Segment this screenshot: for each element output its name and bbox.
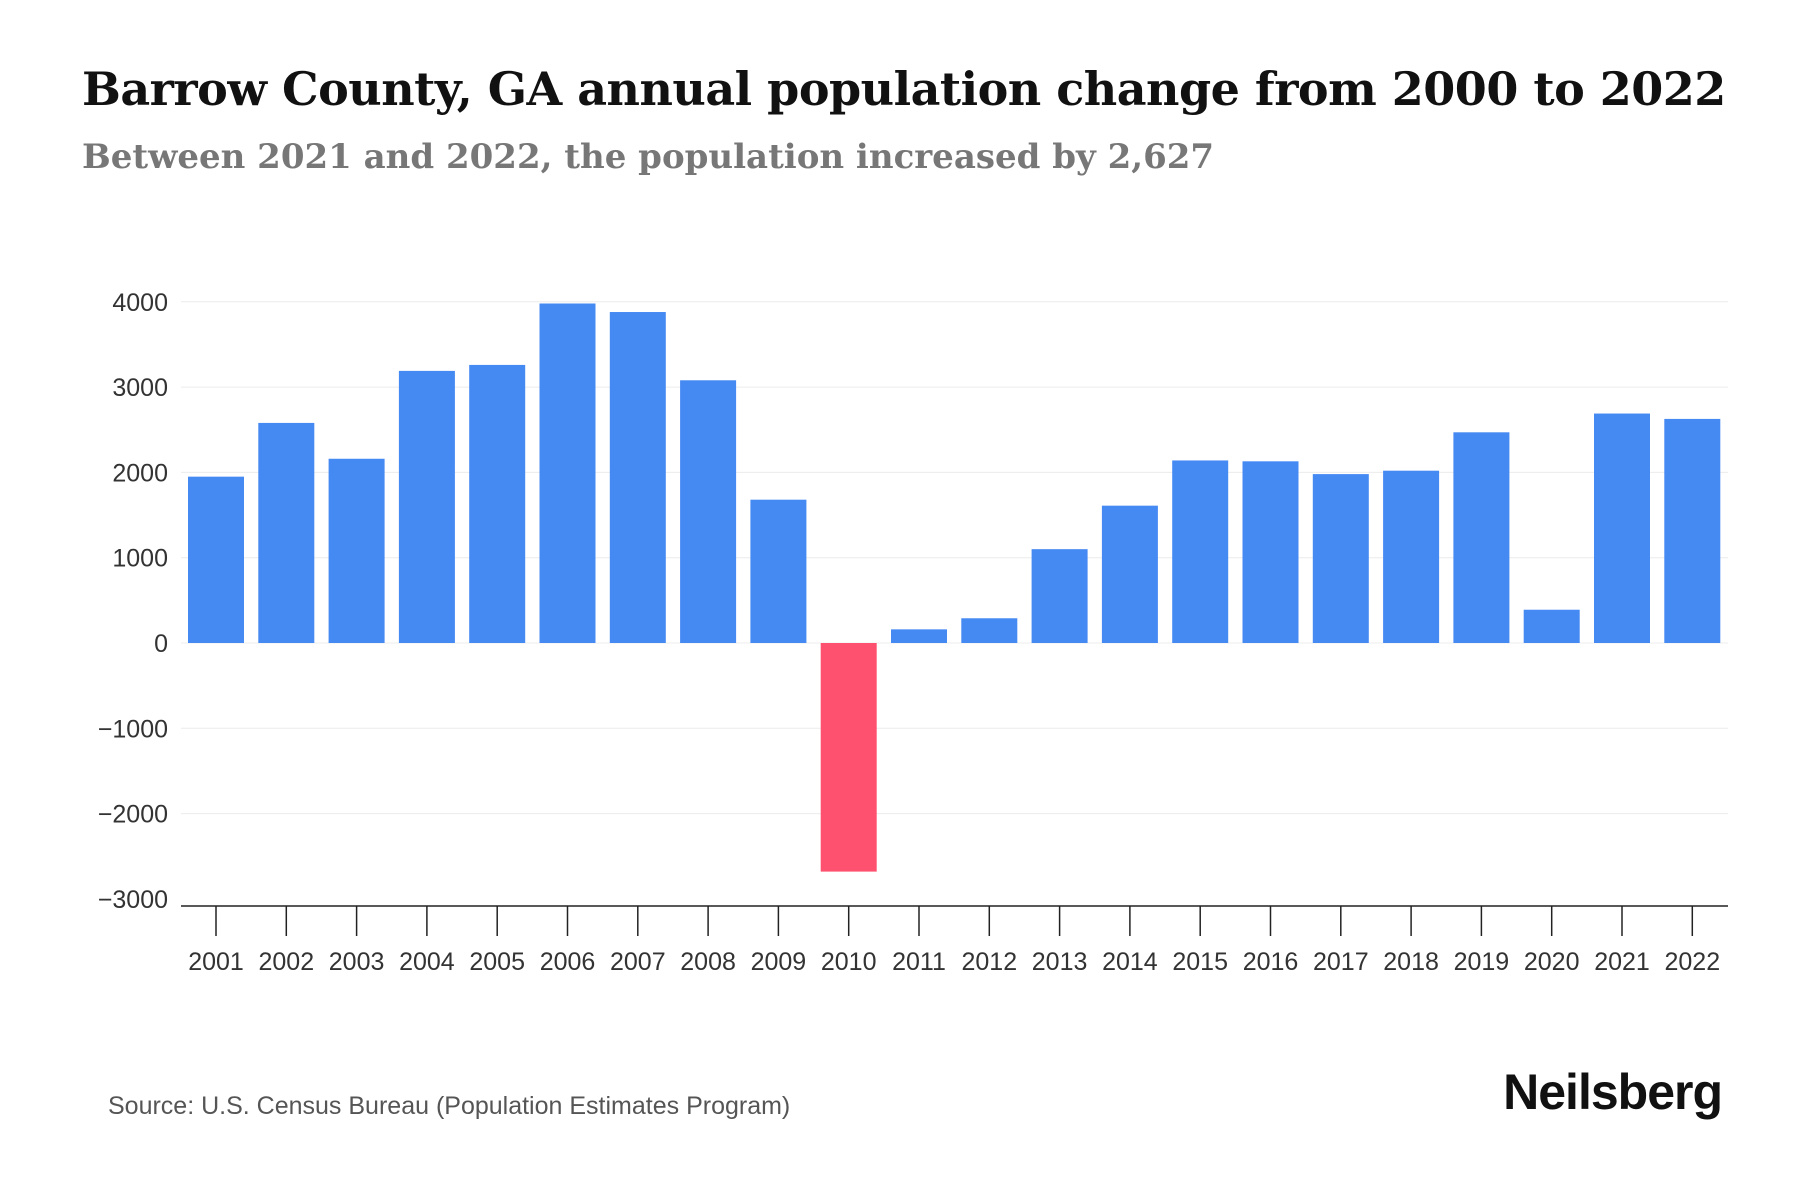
bar-2011 (891, 629, 947, 643)
x-tick-label: 2005 (469, 948, 525, 976)
x-tick-label: 2013 (1032, 948, 1088, 976)
x-tick-label: 2008 (680, 948, 736, 976)
bar-2020 (1523, 609, 1580, 643)
bar-2022 (1664, 418, 1721, 643)
x-tick-label: 2001 (188, 948, 244, 976)
x-tick-label: 2016 (1243, 948, 1299, 976)
y-tick-label: 1000 (112, 545, 168, 573)
bar-2016 (1242, 461, 1299, 643)
bar-2018 (1383, 470, 1440, 643)
bar-2021 (1594, 413, 1650, 643)
x-tick-label: 2014 (1102, 948, 1158, 976)
y-axis-ticks: 4000 3000 2000 1000 0 −1000 −2000 −3000 (98, 289, 168, 914)
bar-2003 (328, 458, 385, 643)
x-tick-label: 2011 (892, 948, 946, 976)
bar-2001 (188, 476, 244, 643)
x-tick-label: 2018 (1383, 948, 1439, 976)
x-tick-label: 2022 (1664, 948, 1720, 976)
chart-subtitle: Between 2021 and 2022, the population in… (82, 137, 1215, 177)
x-tick-label: 2015 (1172, 948, 1228, 976)
x-tick-label: 2020 (1524, 948, 1580, 976)
bar-2014 (1101, 505, 1158, 643)
x-tick-label: 2010 (821, 948, 877, 976)
source-note: Source: U.S. Census Bureau (Population E… (108, 1092, 791, 1120)
x-axis: 2001 2002 2003 2004 2005 2006 2007 2008 2009 2010… (181, 905, 1728, 976)
x-tick-label: 2004 (399, 948, 455, 976)
x-tick-label: 2007 (610, 948, 666, 976)
bars (188, 303, 1721, 872)
bar-2012 (961, 618, 1018, 643)
chart-title: Barrow County, GA annual population chan… (82, 62, 1726, 116)
x-tick-label: 2009 (751, 948, 807, 976)
bar-2005 (469, 364, 526, 643)
bar-2004 (398, 370, 455, 643)
brand-logo: Neilsberg (1503, 1064, 1723, 1120)
y-tick-label: 2000 (112, 459, 168, 487)
bar-2002 (258, 422, 315, 643)
bar-2015 (1172, 460, 1229, 643)
bar-2009 (750, 499, 807, 643)
y-tick-label: 4000 (112, 289, 168, 317)
bar-2006 (539, 303, 596, 643)
bar-2010 (820, 643, 877, 872)
bar-2008 (680, 380, 737, 643)
x-tick-label: 2021 (1594, 948, 1650, 976)
x-tick-label: 2003 (329, 948, 385, 976)
x-tick-label: 2012 (961, 948, 1017, 976)
bar-2007 (609, 312, 666, 643)
x-tick-label: 2017 (1313, 948, 1369, 976)
bar-2013 (1031, 549, 1088, 643)
y-tick-label: −2000 (98, 801, 168, 829)
y-tick-label: −3000 (98, 886, 168, 914)
y-tick-label: 0 (154, 630, 168, 658)
x-tick-label: 2019 (1454, 948, 1510, 976)
y-tick-label: 3000 (112, 374, 168, 402)
x-tick-label: 2006 (540, 948, 596, 976)
bar-2017 (1312, 474, 1369, 643)
y-tick-label: −1000 (98, 715, 168, 743)
bar-2019 (1453, 432, 1510, 643)
x-tick-label: 2002 (258, 948, 314, 976)
